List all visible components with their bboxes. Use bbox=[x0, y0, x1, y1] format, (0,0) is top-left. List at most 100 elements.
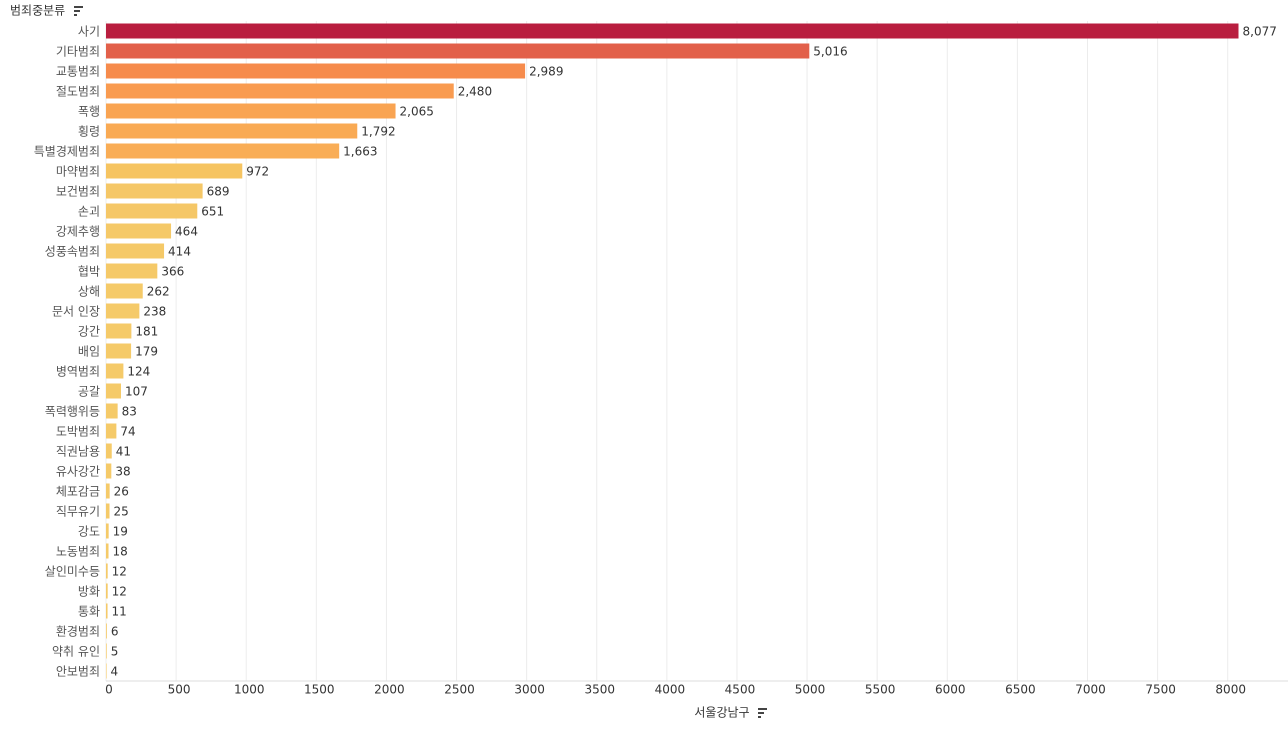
value-label: 262 bbox=[147, 285, 170, 299]
x-tick-label: 1500 bbox=[304, 683, 335, 697]
x-tick-label: 2000 bbox=[374, 683, 405, 697]
value-label: 2,989 bbox=[529, 65, 563, 79]
category-label: 강제추행 bbox=[56, 224, 100, 239]
x-tick-label: 5000 bbox=[795, 683, 826, 697]
category-label: 특별경제범죄 bbox=[34, 145, 100, 159]
bar bbox=[106, 63, 526, 79]
category-label: 노동범죄 bbox=[56, 545, 100, 559]
bar bbox=[106, 603, 108, 619]
bar bbox=[106, 363, 124, 379]
bar bbox=[106, 443, 112, 459]
value-label: 124 bbox=[127, 365, 150, 379]
value-label: 41 bbox=[116, 445, 131, 459]
bar bbox=[106, 143, 340, 159]
category-label: 횡령 bbox=[78, 125, 100, 139]
bar bbox=[106, 103, 396, 119]
value-label: 1,792 bbox=[361, 125, 395, 139]
value-label: 18 bbox=[113, 545, 128, 559]
category-label: 기타범죄 bbox=[56, 45, 100, 59]
value-label: 464 bbox=[175, 225, 198, 239]
bar bbox=[106, 283, 143, 299]
value-label: 12 bbox=[112, 585, 127, 599]
bar bbox=[106, 643, 107, 659]
category-label: 공갈 bbox=[78, 385, 100, 399]
category-label: 사기 bbox=[78, 25, 100, 39]
bar bbox=[106, 263, 158, 279]
value-label: 4 bbox=[111, 665, 119, 679]
category-label: 보건범죄 bbox=[56, 185, 100, 199]
value-label: 74 bbox=[120, 425, 135, 439]
value-label: 1,663 bbox=[343, 145, 377, 159]
category-label: 도박범죄 bbox=[56, 425, 100, 439]
x-tick-label: 3500 bbox=[584, 683, 615, 697]
bar bbox=[106, 423, 117, 439]
value-label: 179 bbox=[135, 345, 158, 359]
category-label: 마약범죄 bbox=[56, 164, 100, 179]
category-label: 환경범죄 bbox=[56, 625, 100, 639]
bar bbox=[106, 523, 109, 539]
x-tick-label: 6500 bbox=[1005, 683, 1036, 697]
category-label: 병역범죄 bbox=[56, 365, 100, 379]
bar bbox=[106, 303, 140, 319]
bar bbox=[106, 163, 243, 179]
category-label: 체포감금 bbox=[56, 485, 100, 499]
bar bbox=[106, 323, 132, 339]
x-tick-label: 7000 bbox=[1075, 683, 1106, 697]
x-tick-label: 5500 bbox=[865, 683, 896, 697]
x-tick-label: 3000 bbox=[514, 683, 545, 697]
grid bbox=[105, 21, 1229, 681]
category-label: 살인미수등 bbox=[45, 565, 100, 579]
bar bbox=[106, 563, 108, 579]
sort-icon[interactable] bbox=[74, 6, 83, 16]
x-tick-label: 2500 bbox=[444, 683, 475, 697]
category-label: 유사강간 bbox=[56, 465, 100, 479]
value-label: 238 bbox=[143, 305, 166, 319]
category-label: 직권남용 bbox=[56, 445, 100, 459]
bar bbox=[106, 383, 122, 399]
value-label: 38 bbox=[115, 465, 130, 479]
bar bbox=[106, 483, 110, 499]
x-tick-label: 500 bbox=[168, 683, 191, 697]
category-label: 직무유기 bbox=[56, 505, 100, 519]
category-label: 강간 bbox=[78, 325, 100, 339]
bar bbox=[106, 243, 165, 259]
bar bbox=[106, 543, 109, 559]
value-label: 6 bbox=[111, 625, 119, 639]
bar bbox=[106, 583, 108, 599]
category-label: 약취 유인 bbox=[52, 644, 100, 659]
x-tick-label: 0 bbox=[105, 683, 113, 697]
bar bbox=[106, 23, 1239, 39]
category-label: 배임 bbox=[78, 345, 100, 359]
value-label: 5 bbox=[111, 645, 119, 659]
value-label: 19 bbox=[113, 525, 128, 539]
sort-icon[interactable] bbox=[758, 708, 767, 718]
category-label: 폭력행위등 bbox=[45, 404, 100, 419]
value-label: 2,480 bbox=[458, 85, 492, 99]
value-label: 5,016 bbox=[813, 45, 847, 59]
x-tick-label: 4000 bbox=[655, 683, 686, 697]
bar bbox=[106, 623, 107, 639]
bar bbox=[106, 343, 132, 359]
category-label: 방화 bbox=[78, 585, 100, 599]
x-tick-label: 4500 bbox=[725, 683, 756, 697]
value-label: 2,065 bbox=[400, 105, 434, 119]
bar bbox=[106, 83, 454, 99]
value-label: 11 bbox=[112, 605, 127, 619]
bar bbox=[106, 663, 107, 679]
value-label: 689 bbox=[207, 185, 230, 199]
bar bbox=[106, 403, 118, 419]
bar bbox=[106, 203, 198, 219]
category-label: 협박 bbox=[78, 265, 100, 279]
category-label: 폭행 bbox=[78, 104, 100, 119]
bar bbox=[106, 503, 110, 519]
bar bbox=[106, 223, 172, 239]
value-label: 972 bbox=[246, 165, 269, 179]
value-label: 83 bbox=[122, 405, 137, 419]
bar bbox=[106, 43, 810, 59]
value-label: 651 bbox=[201, 205, 224, 219]
value-label: 26 bbox=[114, 485, 129, 499]
value-label: 366 bbox=[161, 265, 184, 279]
value-label: 107 bbox=[125, 385, 148, 399]
x-axis-title: 서울강남구 bbox=[694, 706, 749, 720]
